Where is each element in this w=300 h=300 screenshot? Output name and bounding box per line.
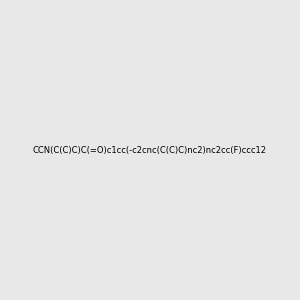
Text: CCN(C(C)C)C(=O)c1cc(-c2cnc(C(C)C)nc2)nc2cc(F)ccc12: CCN(C(C)C)C(=O)c1cc(-c2cnc(C(C)C)nc2)nc2…	[33, 146, 267, 154]
